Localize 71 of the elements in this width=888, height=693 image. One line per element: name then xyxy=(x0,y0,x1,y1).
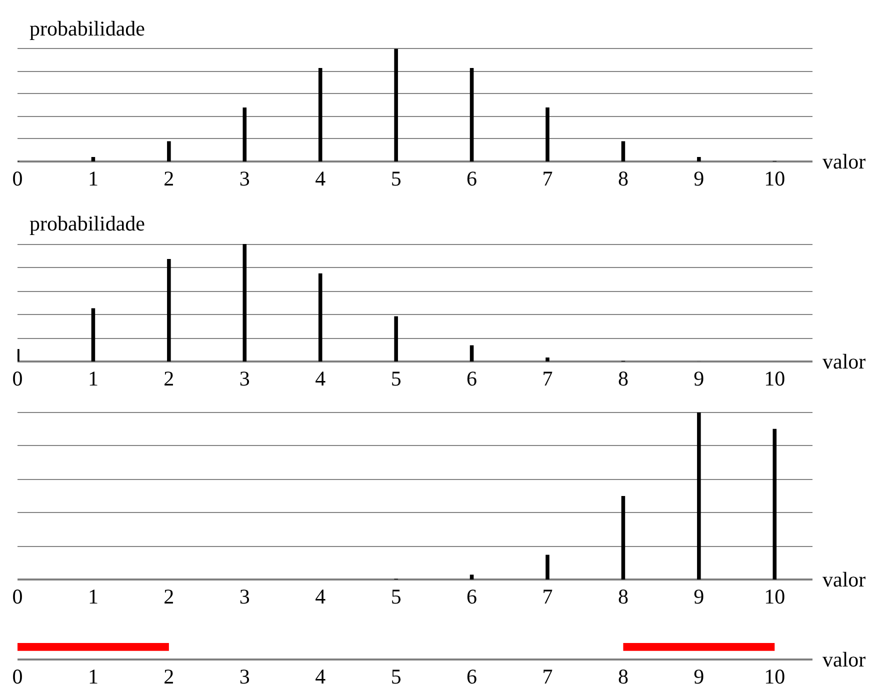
x-tick-label: 2 xyxy=(164,584,174,608)
x-tick-label: 0 xyxy=(12,664,23,688)
x-tick-label: 8 xyxy=(618,166,628,190)
x-tick-label: 6 xyxy=(466,166,478,190)
x-tick-label: 5 xyxy=(390,664,402,688)
x-tick-label: 2 xyxy=(164,366,174,390)
bar xyxy=(546,554,550,580)
bar xyxy=(546,358,550,362)
x-tick-label: 1 xyxy=(88,166,98,190)
x-tick-label: 9 xyxy=(694,584,704,608)
x-tick-label: 6 xyxy=(466,366,478,390)
x-tick-label: 8 xyxy=(618,664,628,688)
bar xyxy=(394,316,398,362)
x-tick-label: 3 xyxy=(239,664,250,688)
x-tick-label: 4 xyxy=(315,366,326,390)
bar xyxy=(697,412,701,580)
x-tick-label: 10 xyxy=(764,664,786,688)
x-tick-label: 3 xyxy=(239,166,250,190)
x-tick-label: 0 xyxy=(12,366,23,390)
x-tick-label: 8 xyxy=(618,366,628,390)
x-tick-label: 9 xyxy=(694,664,704,688)
bar xyxy=(242,107,247,162)
x-tick-label: 5 xyxy=(390,166,402,190)
x-tick-label: 8 xyxy=(618,584,628,608)
x-tick-label: 7 xyxy=(542,166,553,190)
x-tick-label: 6 xyxy=(466,664,478,688)
x-tick-label: 1 xyxy=(88,664,98,688)
x-tick-label: 0 xyxy=(12,166,23,190)
bar xyxy=(470,68,474,162)
x-tick-label: 7 xyxy=(542,366,553,390)
x-tick-label: 9 xyxy=(694,166,704,190)
x-tick-label: 4 xyxy=(315,166,326,190)
x-tick-label: 1 xyxy=(88,366,98,390)
x-tick-label: 6 xyxy=(466,584,478,608)
x-axis-title: valor xyxy=(822,350,866,374)
x-tick-label: 10 xyxy=(764,584,786,608)
bar xyxy=(546,107,550,162)
chart-title: probabilidade xyxy=(30,16,145,40)
x-tick-label: 3 xyxy=(239,584,250,608)
bar xyxy=(697,156,701,162)
bar xyxy=(470,345,474,362)
x-tick-label: 10 xyxy=(764,366,786,390)
x-tick-label: 7 xyxy=(542,584,553,608)
x-tick-label: 5 xyxy=(390,584,402,608)
bar xyxy=(91,308,96,362)
x-tick-label: 9 xyxy=(694,366,704,390)
chart-title: probabilidade xyxy=(30,212,145,236)
bar xyxy=(470,574,474,580)
x-tick-label: 10 xyxy=(764,166,786,190)
bar xyxy=(772,428,777,580)
bar xyxy=(621,141,626,162)
x-tick-label: 7 xyxy=(542,664,553,688)
x-tick-label: 0 xyxy=(12,584,23,608)
x-tick-label: 2 xyxy=(164,664,174,688)
bar xyxy=(318,273,322,362)
x-tick-label: 3 xyxy=(239,366,250,390)
bar xyxy=(242,244,247,362)
bar xyxy=(621,496,626,580)
x-tick-label: 2 xyxy=(164,166,174,190)
bar xyxy=(318,68,322,162)
x-tick-label: 4 xyxy=(315,584,326,608)
x-tick-label: 1 xyxy=(88,584,98,608)
x-axis-title: valor xyxy=(822,150,866,174)
bar xyxy=(394,48,398,162)
bar xyxy=(91,156,96,162)
x-tick-label: 5 xyxy=(390,366,402,390)
x-axis-title: valor xyxy=(822,568,866,592)
bar xyxy=(167,258,171,362)
bar xyxy=(167,141,171,162)
x-tick-label: 4 xyxy=(315,664,326,688)
x-axis-title: valor xyxy=(822,648,866,672)
